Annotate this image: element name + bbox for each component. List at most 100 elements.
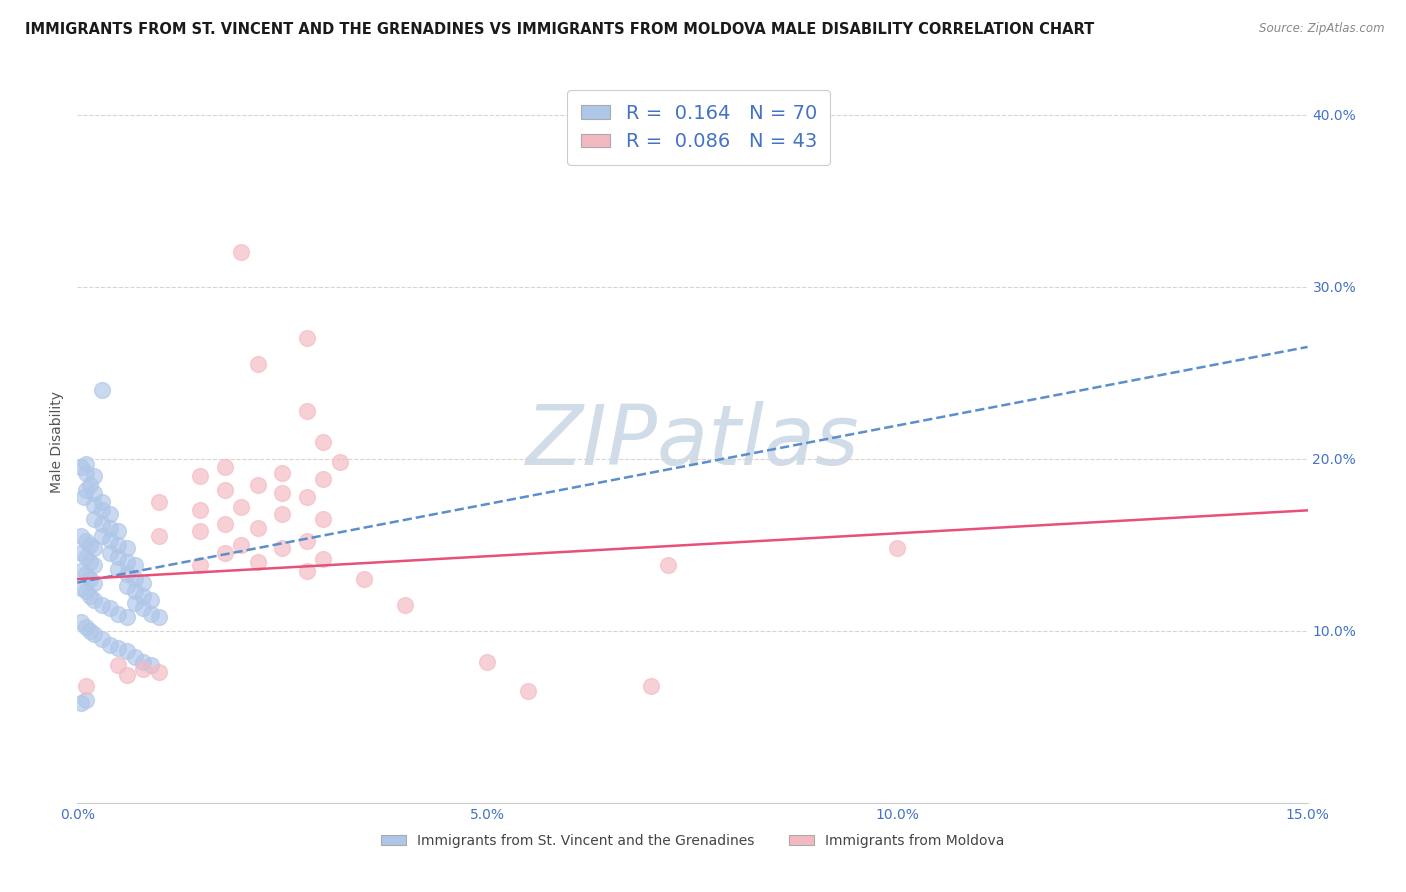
Point bbox=[132, 662, 155, 676]
Point bbox=[79, 555, 101, 569]
Point bbox=[90, 503, 114, 517]
Point bbox=[295, 331, 318, 345]
Point bbox=[70, 564, 93, 578]
Point bbox=[312, 472, 335, 486]
Point bbox=[107, 640, 129, 655]
Point bbox=[640, 679, 662, 693]
Point bbox=[70, 546, 93, 560]
Point bbox=[231, 500, 253, 514]
Point bbox=[83, 541, 105, 556]
Point bbox=[295, 490, 318, 504]
Point bbox=[115, 541, 138, 556]
Point bbox=[246, 477, 269, 491]
Point bbox=[107, 524, 129, 538]
Point bbox=[115, 555, 138, 569]
Point bbox=[79, 624, 101, 638]
Point bbox=[132, 575, 155, 590]
Point bbox=[329, 455, 352, 469]
Point bbox=[271, 466, 294, 480]
Text: ZIPatlas: ZIPatlas bbox=[526, 401, 859, 482]
Point bbox=[132, 590, 155, 604]
Point bbox=[295, 403, 318, 417]
Point bbox=[90, 494, 114, 508]
Point bbox=[295, 564, 318, 578]
Point bbox=[70, 460, 93, 475]
Point bbox=[312, 434, 335, 449]
Point bbox=[148, 665, 170, 679]
Legend: Immigrants from St. Vincent and the Grenadines, Immigrants from Moldova: Immigrants from St. Vincent and the Gren… bbox=[375, 829, 1010, 854]
Point bbox=[214, 460, 236, 475]
Point bbox=[70, 615, 93, 630]
Point bbox=[90, 598, 114, 612]
Point bbox=[188, 558, 212, 573]
Point bbox=[124, 558, 146, 573]
Point bbox=[75, 466, 97, 480]
Point bbox=[214, 517, 236, 532]
Point bbox=[98, 546, 121, 560]
Point bbox=[79, 572, 101, 586]
Text: Source: ZipAtlas.com: Source: ZipAtlas.com bbox=[1260, 22, 1385, 36]
Point bbox=[83, 512, 105, 526]
Y-axis label: Male Disability: Male Disability bbox=[51, 391, 65, 492]
Point bbox=[83, 575, 105, 590]
Point bbox=[124, 572, 146, 586]
Point bbox=[107, 607, 129, 621]
Point bbox=[115, 579, 138, 593]
Point bbox=[70, 529, 93, 543]
Point bbox=[75, 549, 97, 564]
Point bbox=[107, 658, 129, 673]
Point bbox=[115, 610, 138, 624]
Point bbox=[231, 245, 253, 260]
Point bbox=[353, 572, 375, 586]
Point bbox=[141, 607, 163, 621]
Point bbox=[246, 555, 269, 569]
Point bbox=[886, 541, 908, 556]
Point bbox=[124, 649, 146, 664]
Point bbox=[90, 383, 114, 397]
Point bbox=[132, 601, 155, 615]
Point bbox=[83, 469, 105, 483]
Point bbox=[98, 507, 121, 521]
Point bbox=[312, 551, 335, 566]
Point bbox=[75, 457, 97, 471]
Point bbox=[70, 696, 93, 710]
Point bbox=[148, 529, 170, 543]
Point bbox=[312, 512, 335, 526]
Point bbox=[517, 684, 540, 698]
Point bbox=[115, 668, 138, 682]
Point bbox=[188, 503, 212, 517]
Point bbox=[107, 538, 129, 552]
Point bbox=[107, 562, 129, 576]
Point bbox=[90, 517, 114, 532]
Point bbox=[188, 524, 212, 538]
Point bbox=[98, 638, 121, 652]
Point bbox=[141, 592, 163, 607]
Point bbox=[115, 644, 138, 658]
Point bbox=[477, 655, 499, 669]
Point bbox=[75, 620, 97, 634]
Point bbox=[83, 592, 105, 607]
Point bbox=[214, 546, 236, 560]
Point bbox=[75, 679, 97, 693]
Point bbox=[79, 590, 101, 604]
Text: IMMIGRANTS FROM ST. VINCENT AND THE GRENADINES VS IMMIGRANTS FROM MOLDOVA MALE D: IMMIGRANTS FROM ST. VINCENT AND THE GREN… bbox=[25, 22, 1094, 37]
Point bbox=[231, 538, 253, 552]
Point bbox=[98, 520, 121, 534]
Point bbox=[75, 567, 97, 582]
Point bbox=[271, 541, 294, 556]
Point bbox=[75, 584, 97, 599]
Point bbox=[73, 490, 96, 504]
Point bbox=[83, 486, 105, 500]
Point bbox=[83, 627, 105, 641]
Point bbox=[271, 507, 294, 521]
Point bbox=[83, 498, 105, 512]
Point bbox=[246, 357, 269, 371]
Point bbox=[83, 558, 105, 573]
Point bbox=[70, 581, 93, 595]
Point bbox=[124, 596, 146, 610]
Point bbox=[98, 601, 121, 615]
Point bbox=[124, 584, 146, 599]
Point bbox=[115, 567, 138, 582]
Point bbox=[271, 486, 294, 500]
Point bbox=[75, 534, 97, 549]
